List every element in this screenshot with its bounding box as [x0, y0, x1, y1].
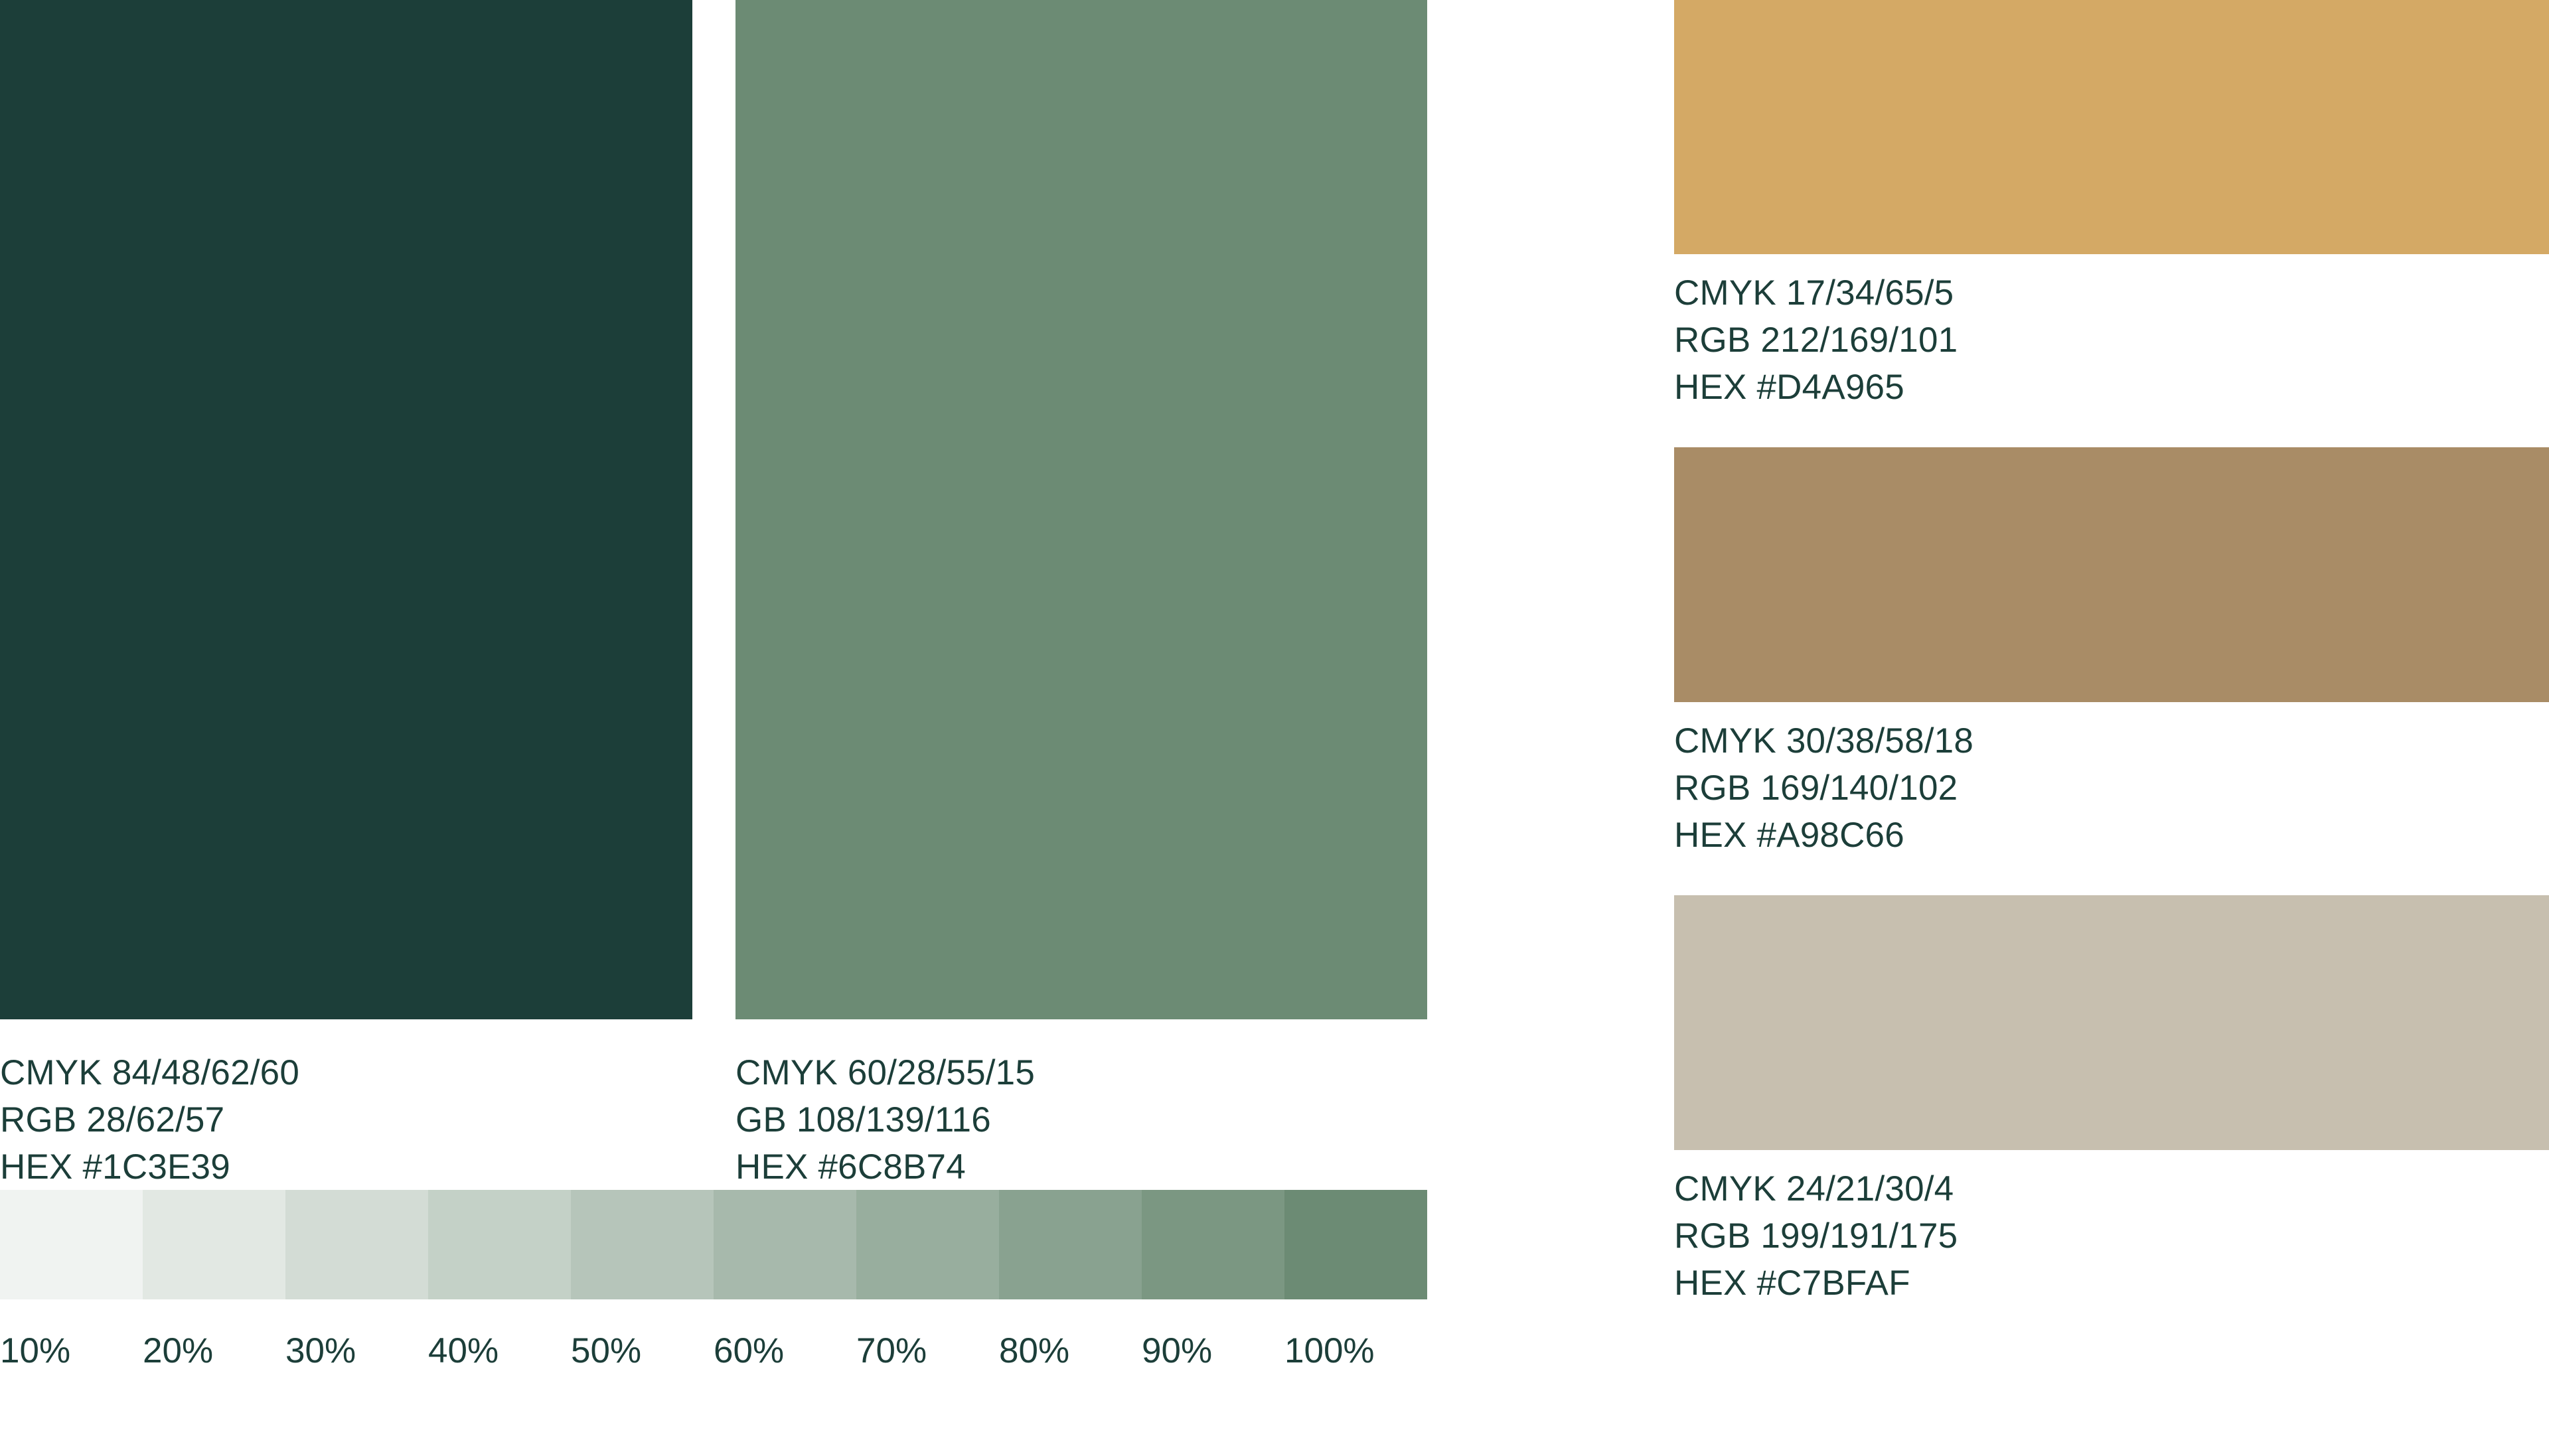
tint-swatch-90	[1142, 1190, 1284, 1299]
color-swatch-beige	[1674, 895, 2549, 1150]
tint-label-60: 60%	[714, 1331, 785, 1370]
tint-swatch-30	[285, 1190, 428, 1299]
tint-swatch-10	[0, 1190, 143, 1299]
color-swatch-gold	[1674, 0, 2549, 254]
hex-value: HEX #A98C66	[1674, 816, 1904, 855]
tint-label-20: 20%	[143, 1331, 214, 1370]
color-swatch-tan	[1674, 447, 2549, 702]
rgb-value: RGB 212/169/101	[1674, 321, 1958, 360]
rgb-value: GB 108/139/116	[735, 1100, 991, 1139]
tint-swatch-50	[571, 1190, 714, 1299]
tint-swatch-100	[1284, 1190, 1427, 1299]
cmyk-value: CMYK 17/34/65/5	[1674, 273, 1954, 313]
cmyk-value: CMYK 30/38/58/18	[1674, 721, 1974, 761]
color-spec-gold: CMYK 17/34/65/5 RGB 212/169/101 HEX #D4A…	[1674, 269, 1958, 411]
color-swatch-sage	[735, 0, 1427, 1019]
tint-swatch-40	[428, 1190, 571, 1299]
rgb-value: RGB 199/191/175	[1674, 1216, 1958, 1256]
tint-scale	[0, 1190, 1427, 1299]
rgb-value: RGB 169/140/102	[1674, 768, 1958, 808]
tint-swatch-70	[856, 1190, 999, 1299]
tint-swatch-20	[143, 1190, 285, 1299]
cmyk-value: CMYK 84/48/62/60	[0, 1053, 300, 1092]
tint-label-90: 90%	[1142, 1331, 1213, 1370]
tint-label-80: 80%	[999, 1331, 1070, 1370]
color-spec-beige: CMYK 24/21/30/4 RGB 199/191/175 HEX #C7B…	[1674, 1165, 1958, 1307]
hex-value: HEX #6C8B74	[735, 1147, 966, 1187]
tint-scale-labels: 10% 20% 30% 40% 50% 60% 70% 80% 90% 100%	[0, 1327, 1427, 1374]
color-spec-sage: CMYK 60/28/55/15 GB 108/139/116 HEX #6C8…	[735, 1049, 1035, 1191]
color-swatch-dark-green	[0, 0, 692, 1019]
tint-label-50: 50%	[571, 1331, 642, 1370]
tint-label-30: 30%	[285, 1331, 356, 1370]
tint-label-40: 40%	[428, 1331, 499, 1370]
tint-label-10: 10%	[0, 1331, 71, 1370]
hex-value: HEX #D4A965	[1674, 368, 1904, 407]
tint-label-70: 70%	[856, 1331, 927, 1370]
cmyk-value: CMYK 24/21/30/4	[1674, 1169, 1954, 1208]
rgb-value: RGB 28/62/57	[0, 1100, 225, 1139]
hex-value: HEX #1C3E39	[0, 1147, 230, 1187]
tint-label-100: 100%	[1284, 1331, 1375, 1370]
tint-swatch-60	[714, 1190, 856, 1299]
tint-swatch-80	[999, 1190, 1142, 1299]
color-spec-dark-green: CMYK 84/48/62/60 RGB 28/62/57 HEX #1C3E3…	[0, 1049, 299, 1191]
color-spec-tan: CMYK 30/38/58/18 RGB 169/140/102 HEX #A9…	[1674, 717, 1973, 859]
hex-value: HEX #C7BFAF	[1674, 1264, 1910, 1303]
cmyk-value: CMYK 60/28/55/15	[735, 1053, 1036, 1092]
